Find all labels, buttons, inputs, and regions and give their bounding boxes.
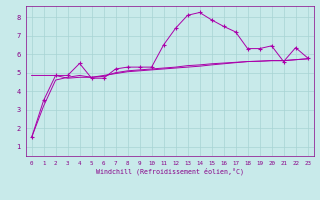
X-axis label: Windchill (Refroidissement éolien,°C): Windchill (Refroidissement éolien,°C) (96, 167, 244, 175)
